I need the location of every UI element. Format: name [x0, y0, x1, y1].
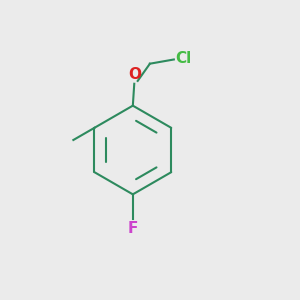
Text: Cl: Cl: [175, 51, 191, 66]
Text: F: F: [128, 221, 138, 236]
Text: O: O: [128, 67, 141, 82]
